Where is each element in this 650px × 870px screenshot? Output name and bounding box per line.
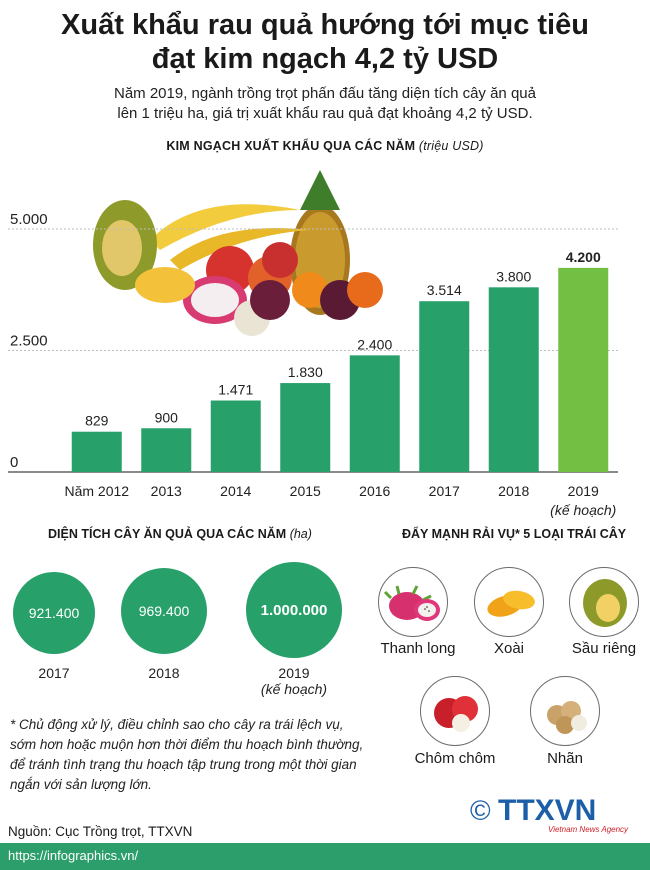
fruit-section-title: ĐẨY MẠNH RẢI VỤ* 5 LOẠI TRÁI CÂY xyxy=(402,527,627,541)
fruit-label-rambutan: Chôm chôm xyxy=(414,750,496,767)
bar-value-label: 3.514 xyxy=(427,282,462,298)
title-line-2: đạt kim ngạch 4,2 tỷ USD xyxy=(151,43,499,75)
source-text: Nguồn: Cục Trồng trọt, TTXVN xyxy=(8,824,193,839)
chart-title-text: KIM NGẠCH XUẤT KHẨU QUA CÁC NĂM xyxy=(166,139,416,153)
bar-2013 xyxy=(141,428,192,472)
area-year-label: 2018 xyxy=(148,665,180,681)
x-tick-label: 2013 xyxy=(151,483,182,499)
logo-subtext: Vietnam News Agency xyxy=(548,825,629,834)
footnote-line: để tránh tình trạng thu hoạch tập trung … xyxy=(10,757,357,772)
area-year-label: 2017 xyxy=(38,665,70,681)
y-axis-ticks: 0 2.500 5.000 xyxy=(10,211,48,471)
bar-2016 xyxy=(349,355,400,472)
intro-text: Năm 2019, ngành trồng trọt phấn đấu tăng… xyxy=(60,84,590,124)
ttxvn-logo: © TTXVN Vietnam News Agency xyxy=(470,794,629,834)
title-line-1: Xuất khẩu rau quả hướng tới mục tiêu xyxy=(61,9,589,41)
bar-value-label: 829 xyxy=(85,413,109,429)
longan-icon xyxy=(530,676,600,746)
x-tick-label: 2018 xyxy=(498,483,529,499)
intro-line-1: Năm 2019, ngành trồng trọt phấn đấu tăng… xyxy=(114,85,536,102)
bar-value-label: 2.400 xyxy=(357,336,392,352)
footer-url[interactable]: https://infographics.vn/ xyxy=(8,848,139,863)
fruit-label-durian: Sầu riêng xyxy=(571,640,637,657)
footnote-line: * Chủ động xử lý, điều chỉnh sao cho cây… xyxy=(10,717,344,732)
mango-icon xyxy=(474,567,544,637)
area-value-2017: 921.400 xyxy=(28,605,80,621)
durian-icon xyxy=(569,567,639,637)
x-tick-note: (kế hoạch) xyxy=(550,502,616,518)
bar-2015 xyxy=(280,383,331,472)
fruit-label-mango: Xoài xyxy=(493,640,525,657)
x-tick-label: 2015 xyxy=(290,483,321,499)
bar-năm-2012 xyxy=(71,431,122,472)
area-year-label: 2019 xyxy=(278,665,310,681)
bar-value-label: 1.830 xyxy=(288,364,323,380)
x-tick-label: 2019 xyxy=(568,483,599,499)
page-title: Xuất khẩu rau quả hướng tới mục tiêu đạt… xyxy=(0,8,650,76)
export-bar-chart: 0 2.500 5.000 829 900 1.471 1.830 2.400 3.514 3.… xyxy=(8,170,618,518)
x-tick-label: 2017 xyxy=(429,483,460,499)
area-title-text: DIỆN TÍCH CÂY ĂN QUẢ QUA CÁC NĂM xyxy=(48,527,287,541)
footer-bar: https://infographics.vn/ xyxy=(0,843,650,870)
chart-bars xyxy=(71,267,609,472)
x-tick-label: Năm 2012 xyxy=(64,483,129,499)
bar-value-label: 1.471 xyxy=(218,382,253,398)
bar-value-label: 4.200 xyxy=(566,249,601,265)
area-year-note: (kế hoạch) xyxy=(260,681,328,697)
area-unit: (ha) xyxy=(289,527,312,541)
bar-2014 xyxy=(210,400,261,472)
bar-value-labels: 829 900 1.471 1.830 2.400 3.514 3.800 4.200 xyxy=(85,249,601,429)
bar-2018 xyxy=(488,287,539,472)
dragon-fruit-icon xyxy=(378,567,448,637)
area-year-2017: 2017 xyxy=(14,665,94,681)
logo-copyright-symbol: © xyxy=(470,795,491,826)
area-value-2019: 1.000.000 xyxy=(260,601,328,619)
logo-text: TTXVN xyxy=(498,794,596,827)
area-value-2018: 969.400 xyxy=(138,603,190,619)
y-tick-label: 2.500 xyxy=(10,333,48,350)
fruit-label-longan: Nhãn xyxy=(547,750,583,767)
chart-unit: (triệu USD) xyxy=(418,139,484,153)
footnote: * Chủ động xử lý, điều chỉnh sao cho cây… xyxy=(10,715,405,795)
area-circle-2019: 1.000.000 xyxy=(246,562,342,658)
rambutan-icon xyxy=(420,676,490,746)
area-circle-2018: 969.400 xyxy=(121,568,207,654)
footnote-line: ngắn với sản lượng lớn. xyxy=(10,777,152,792)
y-tick-label: 5.000 xyxy=(10,211,48,228)
chart-title: KIM NGẠCH XUẤT KHẨU QUA CÁC NĂM (triệu U… xyxy=(0,139,650,153)
area-circle-2017: 921.400 xyxy=(13,572,95,654)
area-year-2018: 2018 xyxy=(124,665,204,681)
area-section-title: DIỆN TÍCH CÂY ĂN QUẢ QUA CÁC NĂM (ha) xyxy=(48,527,312,541)
bar-2019 xyxy=(558,267,609,472)
bar-value-label: 900 xyxy=(155,409,179,425)
x-tick-label: 2016 xyxy=(359,483,390,499)
intro-line-2: lên 1 triệu ha, giá trị xuất khẩu rau qu… xyxy=(117,105,533,122)
y-tick-label: 0 xyxy=(10,454,18,471)
x-axis-labels: Năm 2012 2013 2014 2015 2016 2017 2018 2019 (kế … xyxy=(64,483,616,518)
bar-2017 xyxy=(419,301,470,472)
x-tick-label: 2014 xyxy=(220,483,251,499)
fruit-pile-illustration xyxy=(93,170,383,336)
bar-value-label: 3.800 xyxy=(496,268,531,284)
area-year-2019: 2019 (kế hoạch) xyxy=(244,665,344,697)
fruit-label-dragon-fruit: Thanh long xyxy=(380,640,456,657)
footnote-line: sớm hơn hoặc muộn hơn thời điểm thu hoạc… xyxy=(10,737,364,752)
